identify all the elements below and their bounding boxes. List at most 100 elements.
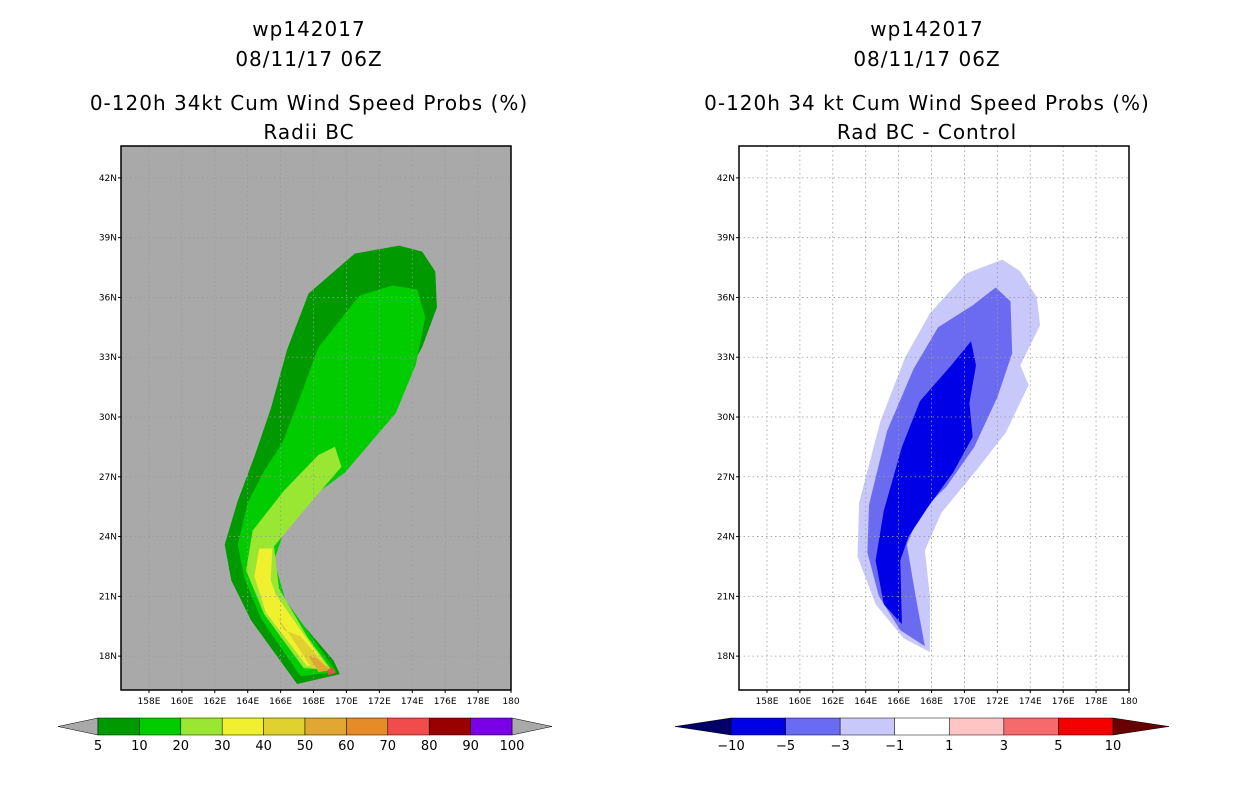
left-contour-10: [237, 285, 426, 677]
left-colorbar-over-triangle: [511, 717, 553, 736]
right-colorbar-label: 3: [1000, 739, 1008, 754]
left-colorbar-label: 40: [255, 739, 272, 754]
left-colorbar-swatch: [428, 717, 471, 736]
left-colorbar-swatch: [263, 717, 306, 736]
right-map: 158E 160E 162E 164E 166E 168E 170E 172E 174E 176E…: [717, 145, 1138, 707]
left-datetime: 08/11/17 06Z: [235, 47, 382, 71]
left-colorbar-label: 80: [421, 739, 438, 754]
right-x-tick-label: 168E: [920, 697, 943, 707]
right-chart-subtitle: Rad BC - Control: [837, 120, 1017, 144]
left-chart-subtitle: Radii BC: [263, 120, 354, 144]
left-x-tick-label: 166E: [269, 697, 292, 707]
left-x-tick-label: 180: [502, 697, 519, 707]
left-colorbar-label: 20: [173, 739, 190, 754]
right-x-tick-label: 176E: [1052, 697, 1075, 707]
right-colorbar-label: 1: [945, 739, 953, 754]
left-y-tick-label: 42N: [99, 174, 117, 184]
left-colorbar-label: 30: [214, 739, 231, 754]
left-y-tick-label: 18N: [99, 652, 117, 662]
left-x-tick-label: 164E: [236, 697, 259, 707]
left-contour-70: [327, 667, 336, 676]
right-colorbar-swatch: [949, 717, 1005, 736]
left-y-tick-label: 30N: [99, 413, 117, 423]
left-x-tick-label: 176E: [434, 697, 457, 707]
right-x-tick-label: 180: [1120, 697, 1137, 707]
left-contour-30: [254, 548, 327, 667]
right-x-tick-label: 172E: [986, 697, 1009, 707]
left-y-tick-label: 21N: [99, 592, 117, 602]
left-colorbar-swatch: [139, 717, 182, 736]
right-x-tick-label: 164E: [854, 697, 877, 707]
right-y-tick-label: 21N: [717, 592, 735, 602]
left-map-frame: [120, 145, 512, 691]
right-panel: wp142017 08/11/17 06Z 0-120h 34 kt Cum W…: [674, 17, 1170, 754]
left-colorbar: 5 10 20 30 40 50 60 70 80 90 100: [57, 717, 553, 754]
right-y-tick-label: 36N: [717, 293, 735, 303]
right-x-tick-label: 162E: [821, 697, 844, 707]
left-y-tick-label: 27N: [99, 473, 117, 483]
left-colorbar-swatch: [221, 717, 264, 736]
right-y-tick-label: 30N: [717, 413, 735, 423]
left-x-tick-label: 162E: [203, 697, 226, 707]
right-x-tick-label: 178E: [1085, 697, 1108, 707]
right-colorbar-swatch: [894, 717, 950, 736]
left-contour-40: [277, 616, 329, 669]
left-colorbar-label: 100: [500, 739, 525, 754]
left-colorbar-swatch: [387, 717, 430, 736]
left-x-tick-label: 170E: [335, 697, 358, 707]
left-x-tick-label: 158E: [138, 697, 161, 707]
left-panel: wp142017 08/11/17 06Z 0-120h 34kt Cum Wi…: [57, 17, 553, 754]
right-x-tick-label: 174E: [1019, 697, 1042, 707]
left-map: 158E 160E 162E 164E 166E 168E 170E 172E 174E 176E…: [99, 145, 520, 707]
left-x-tick-label: 172E: [368, 697, 391, 707]
left-contour-50: [308, 656, 330, 673]
left-colorbar-under-triangle: [57, 717, 99, 736]
left-y-tick-label: 24N: [99, 533, 117, 543]
left-colorbar-swatch: [346, 717, 389, 736]
right-datetime: 08/11/17 06Z: [853, 47, 1000, 71]
left-colorbar-label: 70: [380, 739, 397, 754]
right-colorbar-swatch: [785, 717, 841, 736]
left-y-tick-label: 39N: [99, 234, 117, 244]
right-colorbar-label: 10: [1105, 739, 1122, 754]
right-x-tick-label: 160E: [788, 697, 811, 707]
right-y-tick-label: 24N: [717, 533, 735, 543]
left-y-tick-label: 36N: [99, 293, 117, 303]
left-colorbar-label: 50: [297, 739, 314, 754]
left-storm-id: wp142017: [252, 17, 365, 41]
right-map-frame: [738, 145, 1130, 691]
left-colorbar-label: 5: [94, 739, 102, 754]
right-x-tick-label: 170E: [953, 697, 976, 707]
right-x-tick-label: 166E: [887, 697, 910, 707]
left-colorbar-label: 60: [338, 739, 355, 754]
right-colorbar-over-triangle: [1112, 717, 1170, 736]
right-colorbar-label: −5: [776, 739, 795, 754]
left-y-tick-label: 33N: [99, 353, 117, 363]
left-x-tick-label: 160E: [170, 697, 193, 707]
left-colorbar-swatch: [470, 717, 513, 736]
right-colorbar-label: −3: [831, 739, 850, 754]
left-x-tick-label: 178E: [467, 697, 490, 707]
left-x-tick-label: 174E: [401, 697, 424, 707]
right-colorbar-swatch: [730, 717, 786, 736]
right-chart-title: 0-120h 34 kt Cum Wind Speed Probs (%): [704, 91, 1150, 115]
right-y-tick-label: 42N: [717, 174, 735, 184]
right-colorbar-swatch: [1003, 717, 1059, 736]
left-colorbar-label: 10: [131, 739, 148, 754]
left-x-tick-label: 168E: [302, 697, 325, 707]
right-y-tick-label: 18N: [717, 652, 735, 662]
right-storm-id: wp142017: [870, 17, 983, 41]
right-colorbar-label: −1: [885, 739, 904, 754]
right-colorbar-label: −10: [717, 739, 744, 754]
right-colorbar: −10 −5 −3 −1 1 3 5 10: [674, 717, 1170, 754]
left-colorbar-swatch: [304, 717, 347, 736]
left-colorbar-swatch: [180, 717, 223, 736]
right-x-tick-label: 158E: [756, 697, 779, 707]
right-colorbar-swatch: [1058, 717, 1114, 736]
right-colorbar-swatch: [839, 717, 895, 736]
left-colorbar-swatch: [97, 717, 140, 736]
left-chart-title: 0-120h 34kt Cum Wind Speed Probs (%): [90, 91, 528, 115]
right-colorbar-label: 5: [1054, 739, 1062, 754]
right-y-tick-label: 33N: [717, 353, 735, 363]
